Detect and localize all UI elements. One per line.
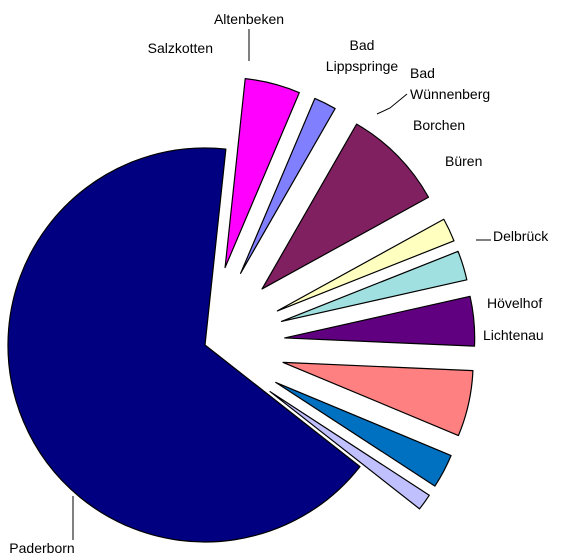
pie-slice-salzkotten [224,78,300,269]
pie-slices [7,78,476,543]
slice-label-salzkotten: Salzkotten [148,40,213,56]
pie-slice-borchen [280,250,468,323]
slice-label-altenbeken: Altenbeken [214,11,284,27]
pie-slice-paderborn [7,147,361,543]
pie-slice-h-velhof [275,381,452,487]
slice-label-delbr-ck: Delbrück [493,228,549,244]
leader-line-bad-w-nnenberg [376,93,408,115]
slice-label-b-ren: Büren [445,153,482,169]
label-leader-lines [72,29,491,540]
slice-label-borchen: Borchen [413,117,465,133]
slice-label-lichtenau: Lichtenau [483,327,544,343]
pie-slice-altenbeken [240,97,336,274]
slice-label-h-velhof: Hövelhof [487,295,542,311]
pie-slice-bad-w-nnenberg [276,218,455,312]
slice-label-bad-w-nnenberg: Bad Wünnenberg [410,65,490,102]
slice-label-bad-lippspringe: Bad Lippspringe [326,37,399,74]
pie-slice-lichtenau [269,390,430,510]
pie-slice-b-ren [284,295,476,347]
slice-label-paderborn: Paderborn [9,540,74,556]
pie-slice-delbr-ck [282,361,474,437]
pie-slice-bad-lippspringe [261,123,430,290]
slice-labels: Altenbeken Bad Lippspringe Bad Wünnenberg Bor… [9,11,549,556]
